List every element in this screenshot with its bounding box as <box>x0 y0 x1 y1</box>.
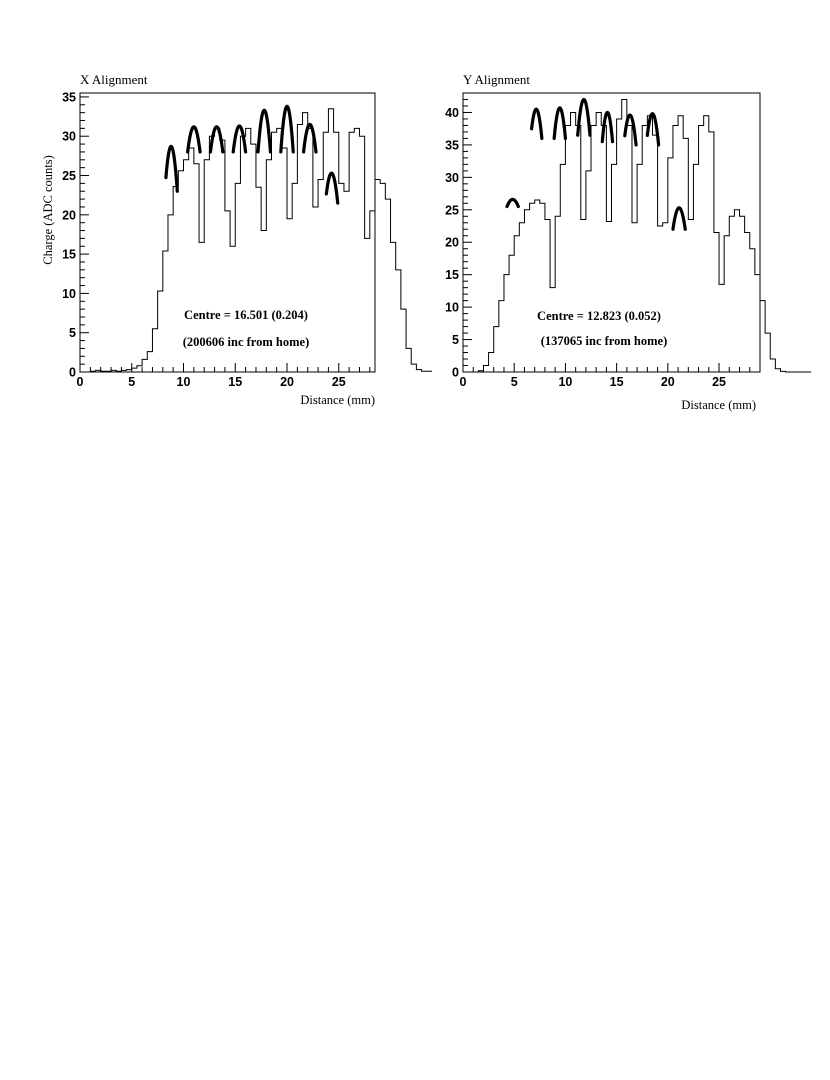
y-alignment-x-tick-label: 15 <box>610 375 624 389</box>
x-alignment-x-tick-label: 25 <box>332 375 346 389</box>
y-alignment-xlabel: Distance (mm) <box>681 398 756 412</box>
y-alignment-fit-arc <box>505 197 520 209</box>
y-alignment-x-tick-label: 5 <box>511 375 518 389</box>
y-alignment-frame <box>462 92 761 373</box>
x-alignment-fit-arc <box>279 104 295 154</box>
x-alignment-fit-arc <box>324 171 340 205</box>
y-alignment-y-tick-label: 35 <box>445 138 459 152</box>
y-alignment-y-tick-label: 25 <box>445 203 459 217</box>
x-alignment-x-tick-label: 5 <box>128 375 135 389</box>
y-alignment-fit-arc <box>530 107 544 141</box>
y-alignment-ticks: 0 5 10 15 20 25 0 5 10 15 20 25 30 35 40 <box>445 92 761 389</box>
x-alignment-fit-arc <box>208 125 225 154</box>
y-alignment-fit-arc <box>623 113 638 147</box>
y-alignment-fit <box>505 97 687 231</box>
x-alignment-x-tick-label: 15 <box>228 375 242 389</box>
y-alignment-y-tick-label: 20 <box>445 236 459 250</box>
x-alignment-fit-arc <box>301 122 318 154</box>
x-alignment-x-tick-label: 0 <box>77 375 84 389</box>
x-alignment-y-tick-label: 35 <box>62 90 76 104</box>
y-alignment-x-tick-label: 25 <box>712 375 726 389</box>
x-alignment-y-tick-label: 15 <box>62 248 76 262</box>
x-alignment-ylabel: Charge (ADC counts) <box>41 155 55 264</box>
x-alignment-y-tick-label: 25 <box>62 169 76 183</box>
x-alignment-fit-arc <box>231 124 248 154</box>
y-alignment-fit-arc <box>600 110 615 144</box>
x-alignment-fit-arc <box>186 125 202 154</box>
y-alignment-histogram <box>463 98 812 373</box>
y-alignment-x-tick-label: 20 <box>661 375 675 389</box>
x-alignment-y-tick-label: 10 <box>62 287 76 301</box>
y-alignment-y-tick-label: 40 <box>445 106 459 120</box>
y-alignment-histogram-line <box>463 98 812 373</box>
y-alignment-title: Y Alignment <box>463 72 530 87</box>
y-alignment-fit-arc <box>552 106 568 141</box>
x-alignment-y-tick-label: 20 <box>62 208 76 222</box>
y-alignment-x-tick-label: 0 <box>460 375 467 389</box>
x-alignment-y-tick-label: 0 <box>69 366 76 380</box>
x-alignment-histogram-line <box>80 108 432 373</box>
x-alignment-y-tick-label: 30 <box>62 130 76 144</box>
y-alignment-y-tick-label: 0 <box>452 366 459 380</box>
y-alignment-x-tick-label: 10 <box>558 375 572 389</box>
y-alignment-panel: Y Alignment Distance (mm) 0 5 10 15 20 25 0 5 10… <box>445 72 812 412</box>
x-alignment-ticks: 0 5 10 15 20 25 0 5 10 15 20 25 30 35 <box>62 90 371 389</box>
y-alignment-y-tick-label: 15 <box>445 268 459 282</box>
y-alignment-centre-annotation: Centre = 12.823 (0.052) <box>537 309 661 323</box>
x-alignment-fit <box>164 104 340 205</box>
x-alignment-fit-arc <box>164 144 179 193</box>
y-alignment-fit-arc <box>671 206 687 231</box>
x-alignment-steps-annotation: (200606 inc from home) <box>183 335 309 349</box>
x-alignment-centre-annotation: Centre = 16.501 (0.204) <box>184 308 308 322</box>
y-alignment-y-tick-label: 5 <box>452 333 459 347</box>
x-alignment-x-tick-label: 20 <box>280 375 294 389</box>
x-alignment-x-tick-label: 10 <box>177 375 191 389</box>
x-alignment-y-tick-label: 5 <box>69 326 76 340</box>
x-alignment-title: X Alignment <box>80 72 148 87</box>
y-alignment-fit-arc <box>576 97 592 137</box>
x-alignment-xlabel: Distance (mm) <box>300 393 375 407</box>
y-alignment-y-tick-label: 10 <box>445 301 459 315</box>
y-alignment-y-tick-label: 30 <box>445 171 459 185</box>
y-alignment-steps-annotation: (137065 inc from home) <box>541 334 667 348</box>
y-alignment-fit-arc <box>645 112 661 147</box>
x-alignment-fit-arc <box>256 108 273 154</box>
x-alignment-frame <box>79 92 376 373</box>
x-alignment-panel: X Alignment Charge (ADC counts) Distance… <box>41 72 432 407</box>
x-alignment-histogram <box>80 108 432 373</box>
